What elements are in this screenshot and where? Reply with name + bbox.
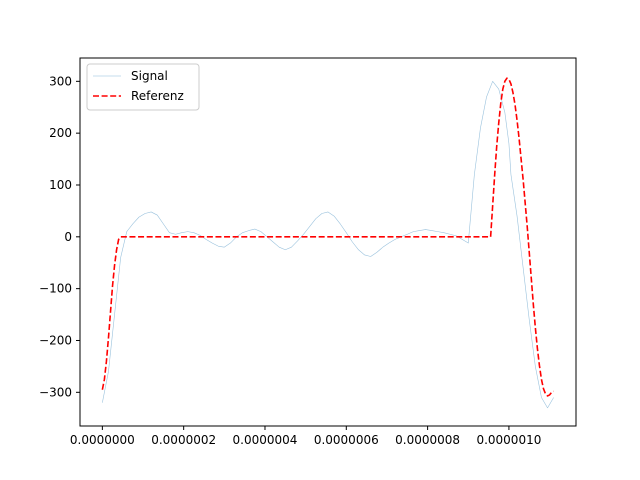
x-tick-label: 0.0000000	[70, 433, 135, 447]
series-line-referenz	[101, 77, 555, 397]
series-line-signal	[102, 81, 554, 409]
x-tick-label: 0.0000010	[476, 433, 541, 447]
y-tick-label: 200	[49, 126, 72, 140]
y-tick-label: 100	[49, 178, 72, 192]
x-tick-label: 0.0000008	[395, 433, 460, 447]
legend: Signal Referenz	[86, 63, 200, 111]
x-axis: 0.0000000 0.0000002 0.0000004 0.0000006 0.00…	[70, 426, 541, 447]
legend-box	[86, 63, 200, 111]
y-tick-label: −300	[39, 385, 72, 399]
y-tick-label: 300	[49, 74, 72, 88]
x-tick-label: 0.0000006	[314, 433, 379, 447]
x-tick-label: 0.0000002	[151, 433, 216, 447]
x-tick-label: 0.0000004	[233, 433, 298, 447]
y-tick-label: −200	[39, 333, 72, 347]
y-axis: −300 −200 −100 0 100 200 300	[39, 74, 80, 399]
series-layer	[101, 77, 555, 409]
legend-label-signal: Signal	[131, 69, 168, 83]
legend-label-referenz: Referenz	[131, 89, 184, 103]
y-tick-label: −100	[39, 282, 72, 296]
axes-frame	[79, 57, 577, 427]
y-tick-label: 0	[64, 230, 72, 244]
